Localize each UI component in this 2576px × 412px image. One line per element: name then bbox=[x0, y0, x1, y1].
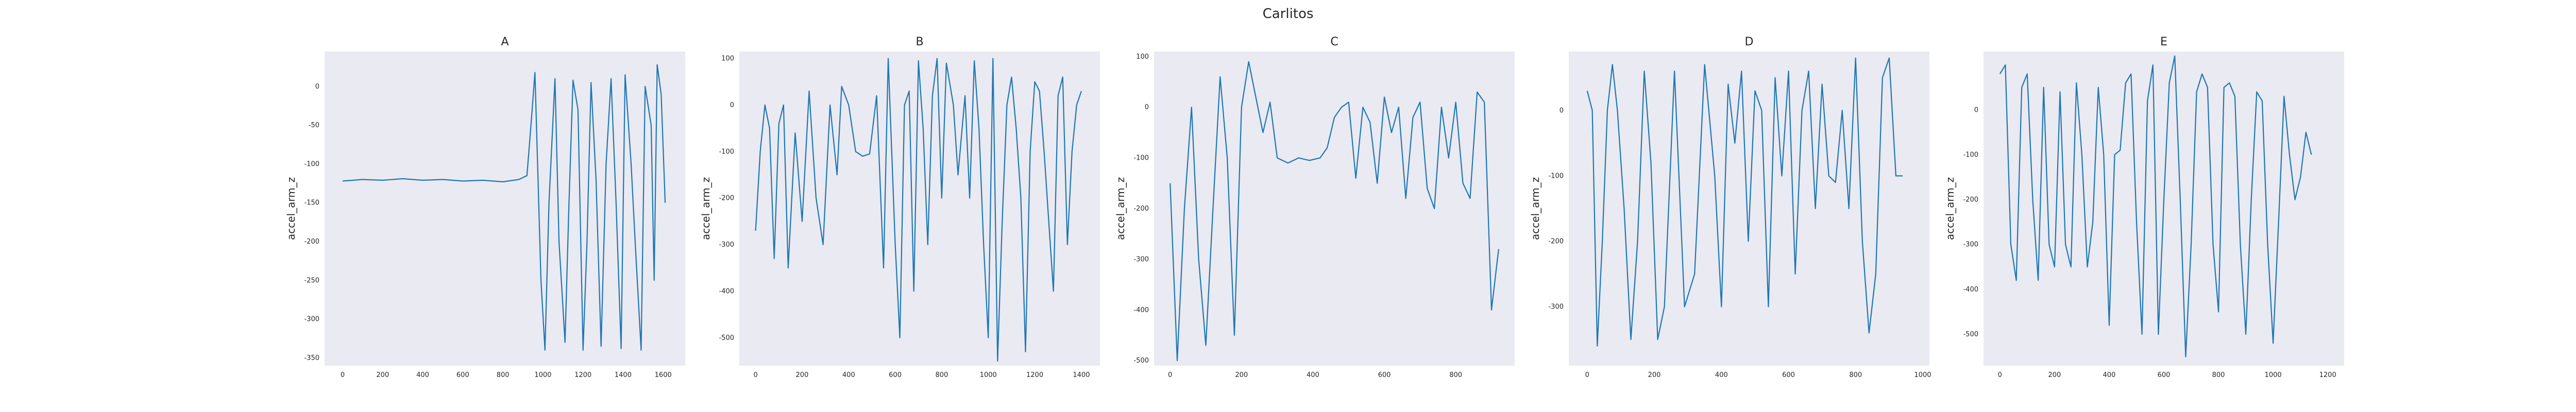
y-tick-label: -300 bbox=[1133, 255, 1149, 263]
y-tick-label: -150 bbox=[304, 199, 319, 207]
plot-area bbox=[1154, 52, 1515, 366]
x-tick-label: 400 bbox=[1715, 371, 1728, 379]
y-tick-label: -200 bbox=[1133, 205, 1149, 213]
x-tick-label: 1200 bbox=[1026, 371, 1043, 379]
y-tick-label: 0 bbox=[1145, 104, 1149, 111]
x-tick-label: 600 bbox=[456, 371, 469, 379]
x-tick-label: 800 bbox=[2212, 371, 2225, 379]
x-tick-label: 200 bbox=[1235, 371, 1248, 379]
y-tick-label: -200 bbox=[304, 238, 319, 246]
x-tick-label: 600 bbox=[2158, 371, 2171, 379]
subplot-title: E bbox=[2160, 36, 2167, 48]
y-tick-label: 0 bbox=[1974, 106, 1978, 114]
y-tick-label: 0 bbox=[730, 101, 734, 109]
series-line bbox=[342, 64, 666, 351]
y-tick-label: -300 bbox=[304, 316, 319, 323]
y-tick-label: -200 bbox=[1963, 196, 1978, 204]
y-tick-label: -100 bbox=[1548, 172, 1564, 180]
x-tick-label: 200 bbox=[796, 371, 809, 379]
x-tick-label: 1000 bbox=[534, 371, 551, 379]
y-tick-label: -300 bbox=[719, 241, 734, 249]
x-tick-label: 1000 bbox=[1914, 371, 1931, 379]
x-tick-label: 1200 bbox=[574, 371, 591, 379]
x-tick-label: 1000 bbox=[980, 371, 997, 379]
y-tick-label: 0 bbox=[315, 83, 319, 91]
x-tick-label: 200 bbox=[376, 371, 389, 379]
y-axis-label: accel_arm_z bbox=[1944, 177, 1956, 240]
series-line bbox=[755, 58, 1082, 362]
x-tick-label: 800 bbox=[497, 371, 510, 379]
y-axis-label: accel_arm_z bbox=[285, 177, 297, 240]
y-tick-label: -100 bbox=[1133, 154, 1149, 162]
plot-area bbox=[325, 52, 685, 366]
x-tick-label: 1600 bbox=[655, 371, 672, 379]
y-tick-label: -100 bbox=[719, 148, 734, 156]
x-tick-label: 400 bbox=[1307, 371, 1319, 379]
x-tick-label: 200 bbox=[2048, 371, 2061, 379]
y-axis-label: accel_arm_z bbox=[700, 177, 712, 240]
series-line bbox=[1999, 55, 2312, 357]
y-tick-label: -200 bbox=[1548, 238, 1564, 246]
x-tick-label: 400 bbox=[416, 371, 429, 379]
y-tick-label: 100 bbox=[721, 55, 734, 63]
y-axis-label: accel_arm_z bbox=[1114, 177, 1127, 240]
y-tick-label: -500 bbox=[719, 334, 734, 342]
plot-area bbox=[739, 52, 1100, 366]
figure-title: Carlitos bbox=[1262, 6, 1314, 22]
x-tick-label: 400 bbox=[2103, 371, 2116, 379]
x-tick-label: 0 bbox=[341, 371, 345, 379]
y-tick-label: -400 bbox=[1133, 306, 1149, 314]
series-line bbox=[1170, 61, 1499, 362]
subplot-title: B bbox=[916, 36, 923, 48]
y-tick-label: -300 bbox=[1963, 241, 1978, 249]
y-tick-label: -500 bbox=[1133, 357, 1149, 365]
x-tick-label: 1000 bbox=[2265, 371, 2282, 379]
plot-area bbox=[1569, 52, 1929, 366]
x-tick-label: 800 bbox=[1449, 371, 1462, 379]
x-tick-label: 0 bbox=[753, 371, 757, 379]
y-tick-label: -300 bbox=[1548, 303, 1564, 311]
x-tick-label: 600 bbox=[889, 371, 902, 379]
y-tick-label: -50 bbox=[309, 122, 319, 129]
y-axis-label: accel_arm_z bbox=[1529, 177, 1541, 240]
x-tick-label: 600 bbox=[1378, 371, 1391, 379]
x-tick-label: 600 bbox=[1782, 371, 1795, 379]
x-tick-label: 800 bbox=[1849, 371, 1862, 379]
x-tick-label: 1400 bbox=[615, 371, 632, 379]
x-tick-label: 0 bbox=[1168, 371, 1172, 379]
y-tick-label: -250 bbox=[304, 277, 319, 284]
y-tick-label: -400 bbox=[719, 287, 734, 295]
y-tick-label: 100 bbox=[1136, 53, 1149, 61]
y-tick-label: -100 bbox=[304, 160, 319, 168]
x-tick-label: 400 bbox=[842, 371, 855, 379]
x-tick-label: 1400 bbox=[1073, 371, 1090, 379]
y-tick-label: 0 bbox=[1560, 107, 1564, 114]
series-line bbox=[1586, 57, 1903, 347]
x-tick-label: 0 bbox=[1998, 371, 2002, 379]
subplot-title: C bbox=[1330, 36, 1338, 48]
y-tick-label: -400 bbox=[1963, 286, 1978, 294]
y-tick-label: -100 bbox=[1963, 151, 1978, 159]
y-tick-label: -350 bbox=[304, 354, 319, 362]
x-tick-label: 1200 bbox=[2319, 371, 2336, 379]
subplot-title: A bbox=[501, 36, 509, 48]
y-tick-label: -500 bbox=[1963, 331, 1978, 338]
subplot-title: D bbox=[1745, 36, 1754, 48]
x-tick-label: 800 bbox=[935, 371, 948, 379]
x-tick-label: 0 bbox=[1585, 371, 1589, 379]
y-tick-label: -200 bbox=[719, 195, 734, 202]
x-tick-label: 200 bbox=[1648, 371, 1661, 379]
